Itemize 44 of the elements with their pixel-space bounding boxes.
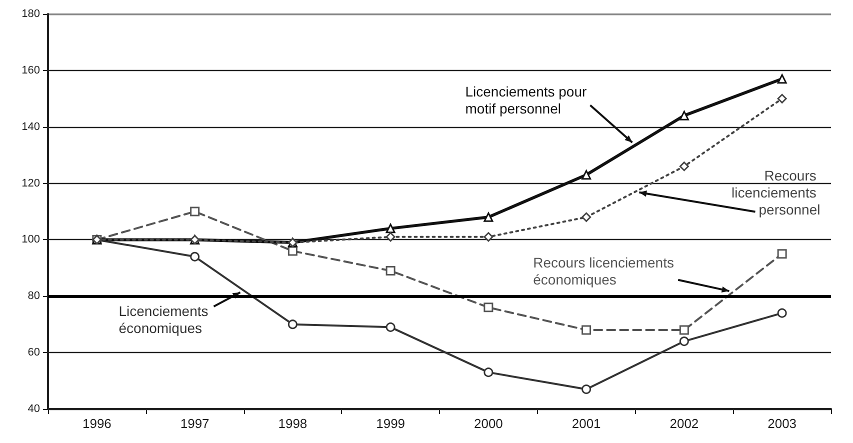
- point: [679, 336, 689, 346]
- x-tick-label: 2001: [572, 416, 601, 431]
- point: [679, 325, 689, 335]
- point: [582, 325, 592, 335]
- x-tick-label: 1999: [376, 416, 406, 431]
- point: [386, 322, 396, 332]
- text: Licenciements pour motif personnel: [465, 84, 591, 117]
- point: [777, 249, 787, 259]
- point: [288, 246, 298, 256]
- y-tick-label: 40: [28, 403, 40, 415]
- point: [288, 320, 298, 330]
- x-tick-label: 2000: [474, 416, 503, 431]
- point: [777, 94, 787, 104]
- point: [679, 110, 689, 120]
- point: [190, 252, 200, 262]
- point: [386, 232, 396, 242]
- series-label: Recours licenciements personnel: [732, 167, 820, 218]
- point: [484, 232, 494, 242]
- point: [679, 162, 689, 172]
- point: [386, 266, 396, 276]
- point: [386, 224, 396, 234]
- y-tick-label: 60: [28, 346, 40, 359]
- y-tick-label: 80: [28, 290, 40, 302]
- y-tick-label: 160: [22, 64, 40, 76]
- text: Licenciements économiques: [118, 303, 212, 336]
- y-tick-label: 180: [22, 8, 40, 20]
- x-tick-label: 2003: [768, 416, 797, 431]
- point: [777, 308, 787, 318]
- point: [484, 302, 494, 312]
- x-tick-label: 2002: [670, 416, 699, 431]
- point: [582, 212, 592, 222]
- x-tick-label: 1998: [278, 416, 308, 431]
- point: [484, 368, 494, 378]
- point: [190, 206, 200, 216]
- x-tick-label: 1997: [180, 416, 210, 431]
- y-tick-label: 100: [22, 234, 40, 246]
- point: [777, 74, 787, 84]
- point: [582, 170, 592, 180]
- x-tick-label: 1996: [82, 416, 112, 431]
- point: [484, 212, 494, 222]
- y-tick-label: 140: [22, 120, 40, 133]
- text: Recours licenciements économiques: [533, 254, 678, 288]
- y-tick-label: 120: [22, 177, 40, 190]
- point: [582, 384, 592, 394]
